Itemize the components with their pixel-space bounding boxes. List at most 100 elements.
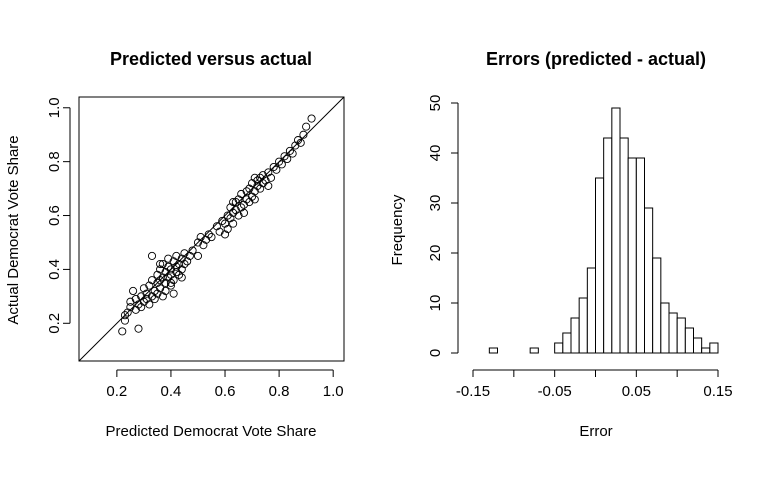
scatter-point <box>126 303 135 312</box>
histogram-bar <box>578 297 588 354</box>
scatter-point <box>250 173 259 182</box>
histogram-x-tick-label: 0.05 <box>622 383 651 400</box>
scatter-point <box>264 168 273 177</box>
histogram-bar <box>652 257 662 354</box>
scatter-point <box>229 208 238 217</box>
scatter-point <box>129 286 138 296</box>
scatter-point <box>239 200 248 209</box>
histogram-bar <box>684 327 694 354</box>
scatter-point <box>177 265 186 274</box>
scatter-point <box>280 152 289 161</box>
identity-reference-line <box>78 96 345 362</box>
scatter-point <box>204 230 213 239</box>
scatter-x-tick-label: 1.0 <box>323 383 344 400</box>
scatter-point <box>172 262 181 271</box>
scatter-point <box>248 179 257 188</box>
histogram-bar <box>676 317 686 354</box>
histogram-y-tick-label: 30 <box>427 195 444 212</box>
scatter-point <box>237 203 246 212</box>
scatter-point <box>169 289 178 298</box>
histogram-bar <box>586 267 596 354</box>
histogram-x-tick-label: -0.05 <box>538 383 572 400</box>
scatter-point <box>180 249 189 258</box>
histogram-x-tick-label: -0.15 <box>456 383 490 400</box>
scatter-point <box>126 297 135 306</box>
scatter-xlabel: Predicted Democrat Vote Share <box>106 423 317 440</box>
histogram-bar <box>644 207 654 354</box>
scatter-point <box>180 259 189 269</box>
scatter-point <box>183 257 192 266</box>
scatter-point <box>237 189 246 199</box>
histogram-bar <box>660 302 670 354</box>
scatter-point <box>150 286 159 296</box>
scatter-point <box>218 216 227 225</box>
histogram-bar <box>693 337 703 354</box>
histogram-panel: Errors (predicted - actual) Error Freque… <box>389 49 733 440</box>
scatter-point <box>256 173 265 182</box>
histogram-y-tick-label: 40 <box>427 145 444 162</box>
scatter-point <box>164 254 173 263</box>
scatter-point <box>156 259 165 269</box>
histogram-bar <box>627 157 637 354</box>
scatter-point <box>296 138 305 147</box>
scatter-point <box>261 176 270 185</box>
scatter-point <box>275 157 284 166</box>
scatter-y-tick-label: 0.8 <box>46 151 63 172</box>
scatter-point <box>175 259 184 269</box>
histogram-bar <box>619 137 629 354</box>
scatter-point <box>142 289 151 298</box>
scatter-point <box>166 278 175 287</box>
scatter-y-axis: 0.2 0.4 0.6 0.8 1.0 <box>46 97 71 334</box>
scatter-point <box>147 276 157 285</box>
scatter-point <box>161 286 170 296</box>
histogram-title: Errors (predicted - actual) <box>486 49 706 69</box>
scatter-point <box>256 184 265 193</box>
scatter-point <box>177 273 186 282</box>
scatter-point <box>277 160 286 169</box>
scatter-point <box>269 162 278 172</box>
scatter-x-axis: 0.2 0.4 0.6 0.8 1.0 <box>106 369 344 400</box>
scatter-point <box>250 187 259 196</box>
scatter-point <box>264 181 273 190</box>
scatter-point <box>166 281 175 290</box>
scatter-point <box>226 203 235 212</box>
histogram-x-axis: -0.15 -0.05 0.05 0.15 <box>456 369 733 400</box>
scatter-point <box>258 179 267 188</box>
scatter-point <box>139 284 148 293</box>
scatter-point <box>193 251 203 260</box>
histogram-y-tick-label: 50 <box>427 95 444 112</box>
scatter-point <box>166 270 175 279</box>
histogram-bars <box>488 107 719 354</box>
scatter-point <box>283 154 292 164</box>
scatter-point <box>156 284 165 293</box>
scatter-point <box>285 146 294 155</box>
histogram-bar <box>603 137 613 354</box>
scatter-y-tick-label: 0.2 <box>46 313 63 334</box>
scatter-y-tick-label: 0.4 <box>46 259 63 280</box>
scatter-point <box>245 184 254 193</box>
histogram-bar <box>701 347 711 354</box>
scatter-point <box>250 195 259 204</box>
scatter-points <box>118 114 316 336</box>
scatter-point <box>166 265 175 274</box>
scatter-point <box>242 187 251 196</box>
histogram-bar <box>529 347 539 354</box>
scatter-point <box>223 224 232 234</box>
scatter-point <box>245 198 254 207</box>
scatter-point <box>150 294 159 304</box>
scatter-point <box>215 227 224 236</box>
scatter-panel: Predicted versus actual Predicted Democr… <box>5 49 345 440</box>
scatter-point <box>248 192 257 201</box>
scatter-point <box>212 222 221 231</box>
scatter-point <box>272 165 281 174</box>
histogram-bar <box>635 157 645 354</box>
histogram-bar <box>611 107 621 354</box>
scatter-point <box>139 297 148 306</box>
scatter-point <box>202 235 211 244</box>
scatter-point <box>158 292 167 301</box>
scatter-point <box>137 303 146 312</box>
scatter-point <box>220 230 230 239</box>
scatter-point <box>239 208 248 217</box>
histogram-y-tick-label: 10 <box>427 295 444 312</box>
